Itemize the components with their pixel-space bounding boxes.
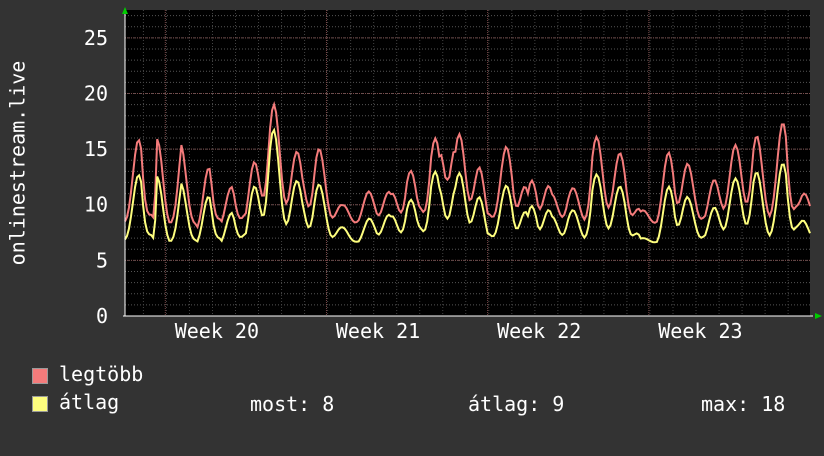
y-tick-label: 20: [84, 81, 108, 105]
legend-avg-label: átlag: [59, 390, 120, 414]
legend-max-swatch: [32, 368, 48, 384]
x-tick-label: Week 20: [175, 319, 259, 343]
series-layer: [124, 101, 811, 244]
y-tick-label: 15: [84, 137, 108, 161]
y-tick-label: 10: [84, 193, 108, 217]
y-axis-label: onlinestream.live: [6, 61, 30, 266]
legend-max-label: legtöbb: [59, 362, 144, 386]
x-tick-label: Week 21: [336, 319, 420, 343]
y-axis-arrow: [122, 7, 128, 14]
legend-avg: átlag: [32, 392, 119, 454]
x-tick-label: Week 23: [658, 319, 742, 343]
x-tick-label: Week 22: [497, 319, 581, 343]
legend-avg-swatch: [32, 396, 48, 412]
plot-area: [125, 10, 810, 316]
x-tick-labels: Week 20 Week 21 Week 22 Week 23: [175, 319, 743, 343]
series-line-max: [124, 101, 811, 230]
legend-max: legtöbb: [32, 364, 143, 426]
y-tick-label: 25: [84, 26, 108, 50]
y-tick-labels: 0 5 10 15 20 25: [84, 26, 108, 328]
series-line-average: [124, 127, 811, 244]
stat-average: átlag: 9: [468, 392, 565, 416]
stat-max: max: 18: [701, 392, 786, 416]
y-tick-label: 5: [96, 248, 108, 272]
y-tick-label: 0: [96, 304, 108, 328]
axes: [122, 7, 822, 319]
stat-now: most: 8: [250, 392, 335, 416]
x-axis-arrow: [815, 313, 822, 319]
